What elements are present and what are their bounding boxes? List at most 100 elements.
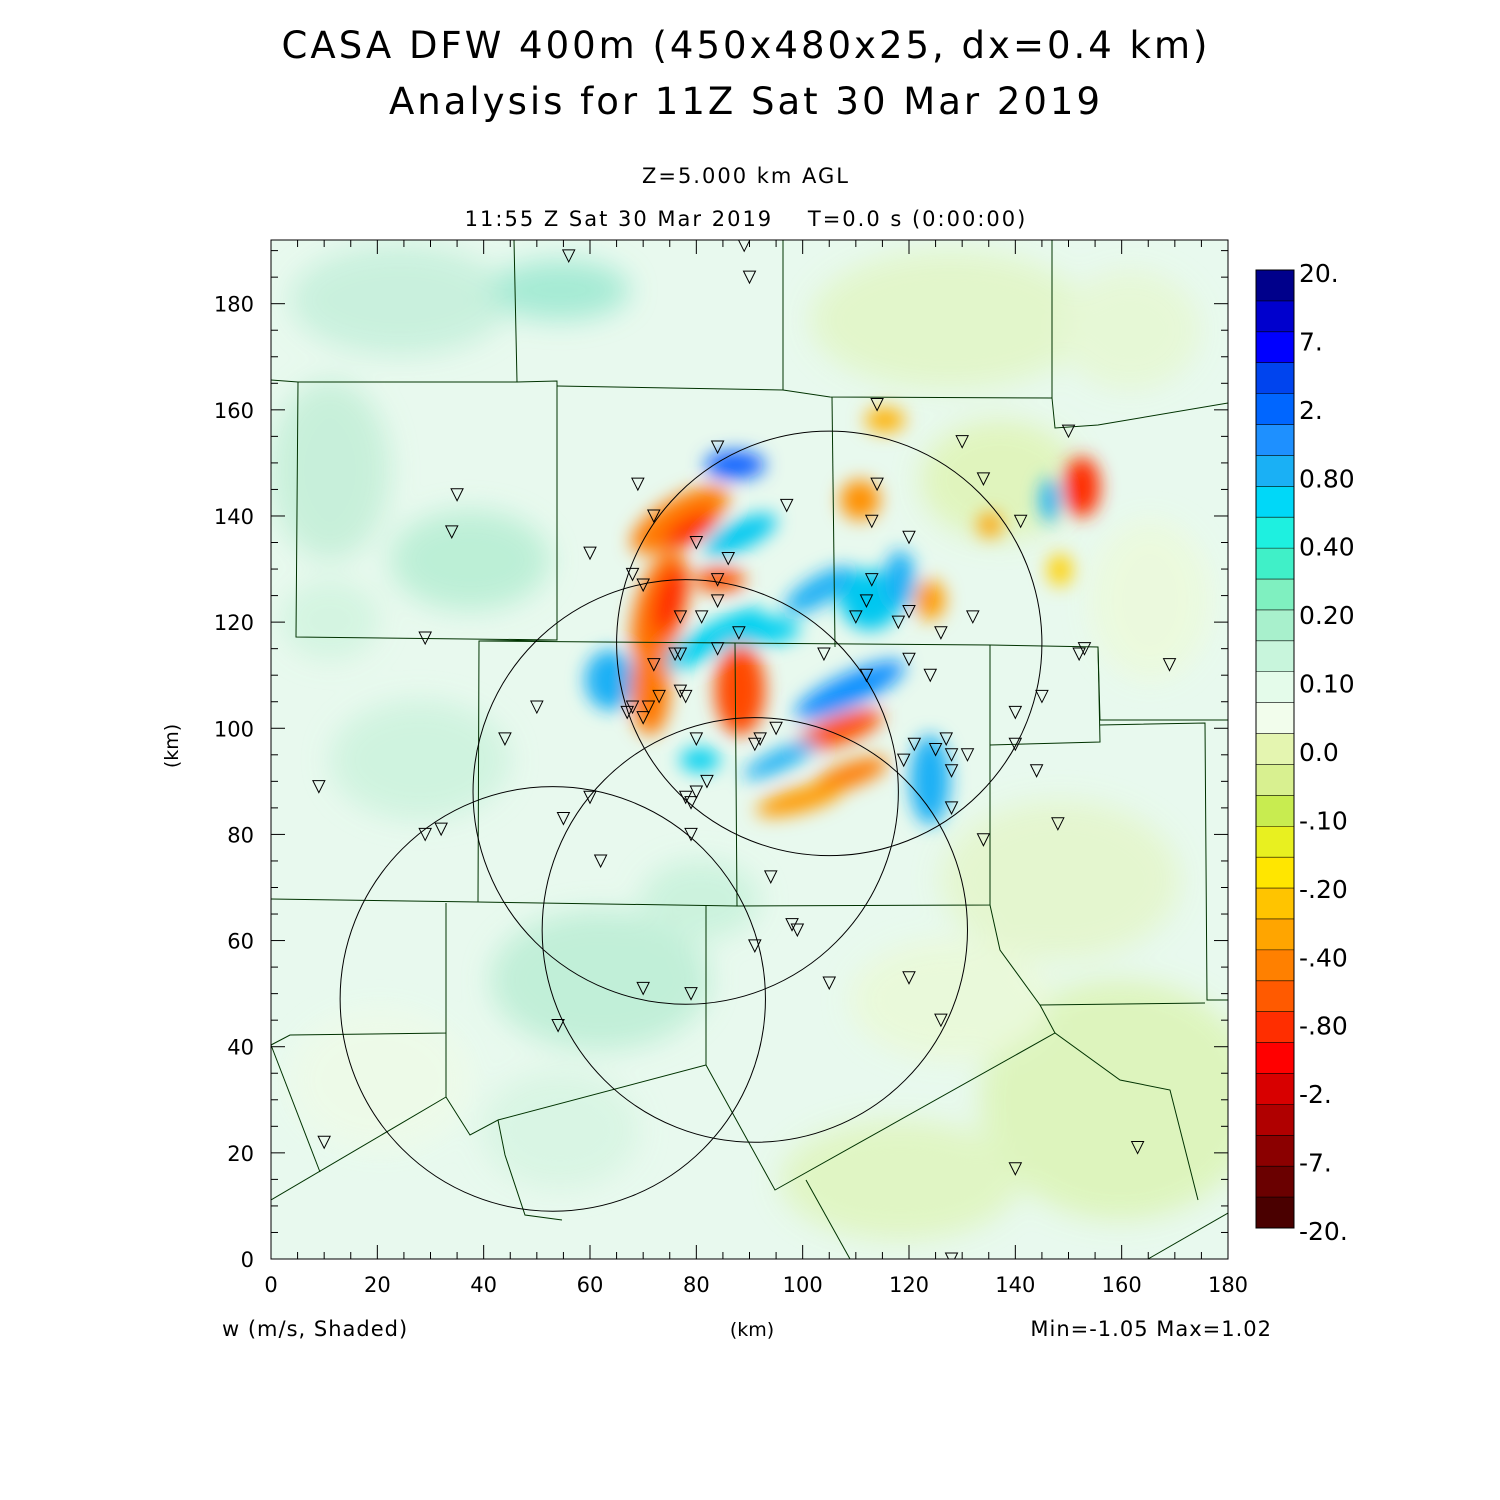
title-line-2: Analysis for 11Z Sat 30 Mar 2019	[389, 80, 1103, 123]
colorbar-swatch	[1256, 640, 1294, 673]
station-marker	[583, 546, 597, 561]
station-marker	[620, 705, 635, 720]
colorbar-swatch	[1256, 857, 1294, 889]
colorbar-label: 0.40	[1299, 533, 1355, 562]
colorbar-swatch	[1256, 888, 1294, 920]
station-marker	[556, 811, 571, 826]
x-tick-labels: 0 20 40 60 80 100 120 140 160 180	[264, 1273, 1248, 1297]
station-marker	[551, 1018, 565, 1033]
y-tick-label: 20	[227, 1142, 254, 1166]
station-marker	[976, 472, 991, 486]
station-marker	[1008, 737, 1023, 752]
colorbar-label: -.10	[1299, 806, 1348, 835]
station-marker	[891, 615, 906, 630]
station-marker	[748, 737, 762, 752]
colorbar-swatch	[1256, 1166, 1294, 1198]
station-marker	[710, 573, 725, 587]
station-marker	[859, 594, 874, 609]
colorbar-swatch	[1256, 393, 1294, 426]
time-subtitle: 11:55 Z Sat 30 Mar 2019 T=0.0 s (0:00:00…	[465, 207, 1028, 231]
x-tick-label: 160	[1102, 1273, 1142, 1297]
station-marker	[944, 764, 959, 778]
y-tick-label: 40	[227, 1036, 254, 1060]
station-marker	[1013, 514, 1028, 529]
x-axis-unit: (km)	[730, 1319, 774, 1341]
colorbar-swatch	[1256, 1104, 1294, 1136]
station-marker	[636, 578, 650, 593]
station-marker	[631, 477, 645, 492]
station-marker	[849, 610, 863, 624]
colorbar-swatch	[1256, 331, 1294, 364]
colorbar-frame	[1255, 269, 1295, 1229]
station-marker	[902, 605, 916, 619]
colorbar-swatch	[1256, 1011, 1294, 1044]
station-marker	[673, 684, 688, 699]
station-marker	[907, 737, 922, 752]
station-marker	[710, 642, 725, 656]
colorbar-swatch	[1256, 671, 1294, 704]
colorbar-swatch	[1256, 548, 1294, 580]
station-marker	[710, 440, 725, 455]
x-tick-label: 120	[889, 1273, 929, 1297]
station-marker	[923, 668, 938, 683]
station-marker	[689, 732, 704, 747]
station-marker	[732, 626, 746, 640]
station-marker	[721, 551, 736, 566]
station-marker	[646, 658, 661, 672]
station-marker	[689, 536, 704, 550]
station-marker	[689, 785, 704, 800]
station-marker	[785, 918, 799, 932]
y-tick-label: 80	[227, 823, 254, 847]
station-marker	[934, 626, 948, 640]
station-marker	[769, 721, 783, 736]
station-marker	[1077, 642, 1092, 656]
title-line-1: CASA DFW 400m (450x480x25, dx=0.4 km)	[282, 24, 1211, 67]
station-marker	[944, 1252, 959, 1259]
colorbar-label: 7.	[1299, 327, 1323, 356]
station-marker	[742, 270, 757, 285]
station-marker	[748, 939, 762, 953]
y-tick-label: 60	[227, 930, 254, 954]
colorbar-label: -.20	[1299, 875, 1348, 904]
colorbar-swatch	[1256, 980, 1294, 1013]
station-marker	[678, 790, 693, 805]
station-marker	[593, 854, 608, 869]
station-marker	[822, 976, 837, 991]
x-tick-label: 180	[1208, 1273, 1248, 1297]
w-field	[271, 240, 1228, 1259]
colorbar-label: -2.	[1299, 1080, 1332, 1109]
colorbar-swatch	[1256, 300, 1294, 333]
colorbar-swatch	[1256, 918, 1294, 951]
min-max-label: Min=-1.05 Max=1.02	[1030, 1317, 1272, 1341]
y-tick-label: 160	[214, 399, 254, 423]
station-marker	[673, 647, 688, 662]
station-marker	[817, 647, 831, 662]
station-marker	[684, 987, 698, 1001]
radar-ring-3	[541, 717, 968, 1143]
colorbar-label: 20.	[1299, 259, 1339, 288]
colorbar-swatch	[1256, 486, 1294, 518]
station-marker	[902, 971, 916, 985]
x-tick-label: 0	[264, 1273, 277, 1297]
station-marker	[870, 477, 884, 492]
radar-ring-2	[472, 579, 899, 1005]
colorbar-swatch	[1256, 1197, 1294, 1229]
station-marker	[700, 774, 714, 789]
station-marker	[444, 525, 459, 540]
y-axis-label: (km)	[161, 724, 183, 768]
station-marker	[710, 594, 725, 609]
station-marker	[870, 398, 884, 412]
station-marker	[960, 748, 975, 762]
x-tick-label: 40	[470, 1273, 497, 1297]
station-marker	[737, 240, 751, 253]
colorbar-swatch	[1256, 702, 1294, 735]
colorbar-swatch	[1256, 1073, 1294, 1105]
colorbar-swatch	[1256, 455, 1294, 487]
tick-marks	[270, 240, 1229, 1260]
colorbar-label: 0.80	[1299, 464, 1355, 493]
station-marker	[955, 435, 969, 449]
station-marker	[636, 981, 650, 996]
level-subtitle: Z=5.000 km AGL	[642, 164, 850, 188]
station-marker	[1051, 817, 1065, 831]
y-tick-label: 100	[214, 717, 254, 741]
